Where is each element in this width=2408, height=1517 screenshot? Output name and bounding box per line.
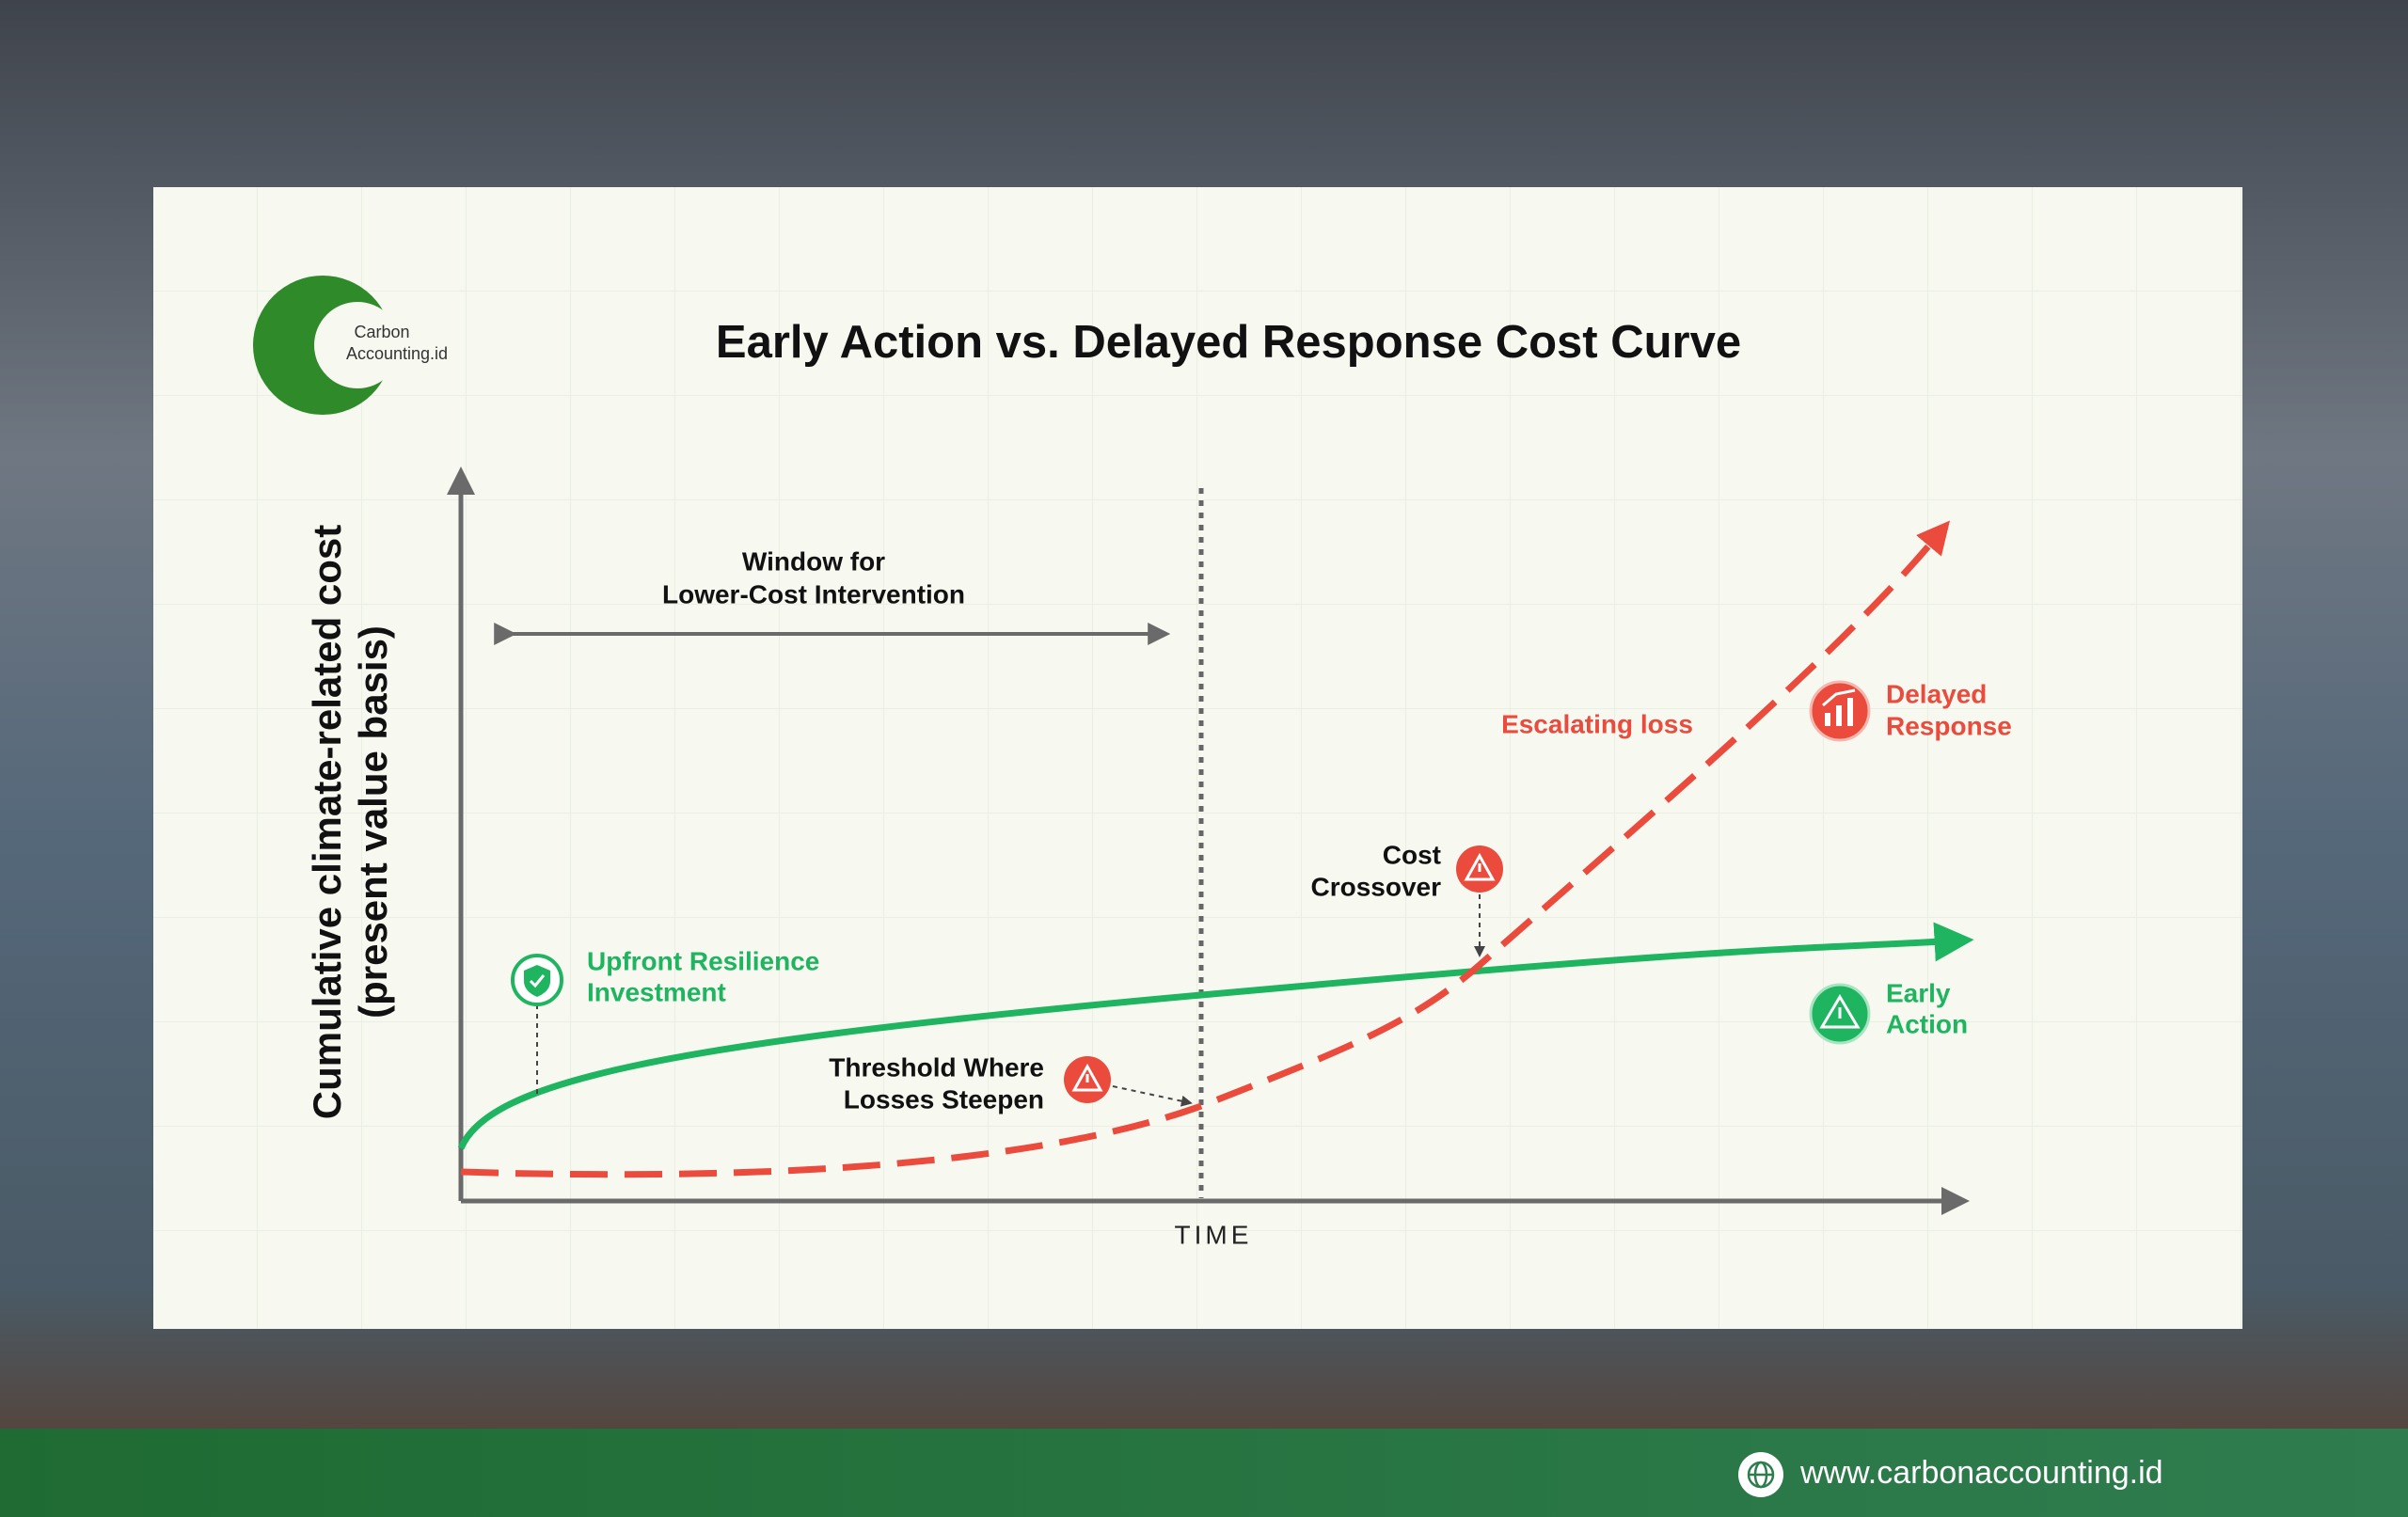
series-label: Action (1886, 1009, 1968, 1038)
early-action-curve (457, 922, 1974, 1150)
logo-text: Accounting.id (346, 344, 448, 363)
annotation: Threshold Where (829, 1052, 1044, 1082)
x-axis-label: TIME (1175, 1220, 1253, 1249)
annotation: Losses Steepen (844, 1084, 1044, 1114)
globe-icon (1738, 1452, 1783, 1497)
logo: Carbon Accounting.id (253, 276, 448, 415)
logo-text: Carbon (354, 323, 409, 341)
footer (0, 1429, 2408, 1517)
window-label: Lower-Cost Intervention (662, 579, 965, 608)
window-label: Window for (742, 546, 885, 576)
panel-grid (153, 187, 2242, 1329)
annotation: Escalating loss (1501, 709, 1693, 738)
series-label: Delayed (1886, 679, 1987, 708)
warning-icon (1064, 1056, 1111, 1103)
footer-url: www.carbonaccounting.id (1799, 1455, 2163, 1491)
y-axis-label: Cumulative climate-related cost (305, 525, 349, 1120)
delayed-response-curve (460, 520, 1951, 1178)
shield-icon (511, 954, 563, 1006)
warning-icon (1456, 845, 1503, 893)
series-label: Response (1886, 711, 2012, 740)
annotation: Crossover (1310, 872, 1441, 901)
delayed-icon (1809, 680, 1871, 742)
annotation: Investment (587, 977, 726, 1006)
title: Early Action vs. Delayed Response Cost C… (716, 317, 1741, 368)
early-icon (1809, 983, 1871, 1045)
series-label: Early (1886, 978, 1951, 1007)
connector (1112, 1085, 1193, 1107)
annotation: Upfront Resilience (587, 946, 819, 975)
annotation: Cost (1383, 840, 1441, 869)
y-axis-label: (present value basis) (351, 625, 395, 1019)
